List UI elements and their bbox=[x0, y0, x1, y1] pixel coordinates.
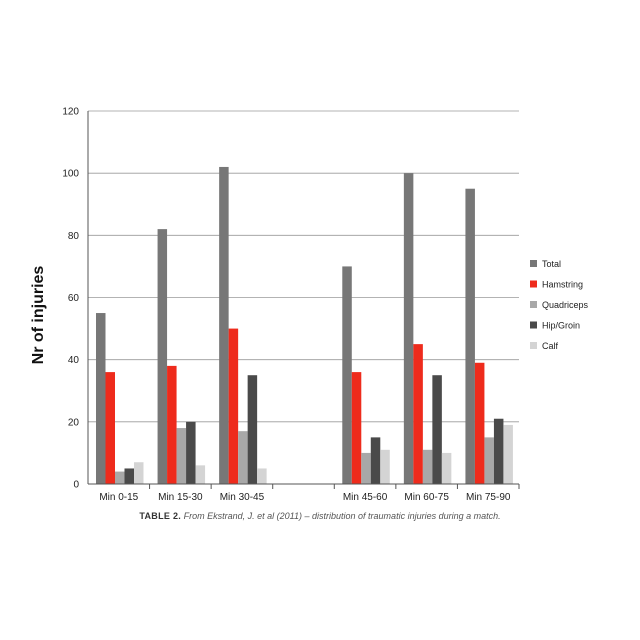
bar-calf bbox=[380, 449, 390, 484]
bar-calf bbox=[257, 468, 267, 484]
y-tick-label: 40 bbox=[68, 355, 80, 366]
bar-quadriceps bbox=[238, 431, 248, 484]
bar-total bbox=[219, 166, 229, 484]
bar-hamstring bbox=[167, 365, 177, 484]
bar-quadriceps bbox=[176, 428, 187, 484]
y-tick-label: 120 bbox=[62, 107, 79, 118]
bar-calf bbox=[195, 465, 206, 484]
bar-hip-groin bbox=[432, 375, 442, 484]
bar-calf bbox=[503, 424, 513, 484]
x-tick-labels: Min 0-15 Min 15-30 Min 30-45 Min 45-60 Min 6… bbox=[99, 492, 511, 503]
bar-hamstring bbox=[105, 372, 115, 484]
bar-hip-groin bbox=[247, 375, 258, 484]
bar-quadriceps bbox=[115, 471, 125, 484]
legend: Total Hamstring Quadriceps Hip/Groin Calf bbox=[530, 259, 589, 351]
legend-swatch bbox=[530, 342, 537, 349]
chart-caption: TABLE 2. From Ekstrand, J. et al (2011) … bbox=[0, 511, 640, 521]
bar-total bbox=[342, 266, 352, 484]
bar-hip-groin bbox=[493, 418, 504, 484]
legend-label: Calf bbox=[542, 341, 559, 351]
x-tick-label: Min 75-90 bbox=[466, 492, 511, 503]
bar-quadriceps bbox=[422, 449, 433, 484]
legend-label: Total bbox=[542, 259, 561, 269]
bars bbox=[96, 166, 513, 485]
legend-label: Quadriceps bbox=[542, 300, 589, 310]
x-tick-label: Min 0-15 bbox=[99, 492, 138, 503]
y-tick-label: 20 bbox=[68, 417, 80, 428]
x-tick-label: Min 30-45 bbox=[220, 492, 265, 503]
legend-label: Hamstring bbox=[542, 280, 583, 290]
x-tick-label: Min 45-60 bbox=[343, 492, 388, 503]
bar-hamstring bbox=[413, 344, 423, 485]
bar-hamstring bbox=[474, 362, 485, 484]
bar-total bbox=[157, 229, 168, 484]
bar-calf bbox=[441, 452, 452, 484]
legend-swatch bbox=[530, 280, 537, 288]
legend-swatch bbox=[530, 260, 537, 267]
y-tick-labels: 0 20 40 60 80 100 120 bbox=[62, 107, 79, 491]
bar-hip-groin bbox=[186, 421, 196, 484]
grid-lines bbox=[88, 110, 519, 423]
legend-swatch bbox=[530, 301, 537, 308]
legend-label: Hip/Groin bbox=[542, 321, 580, 331]
bar-quadriceps bbox=[361, 452, 371, 484]
bar-calf bbox=[134, 462, 144, 484]
bar-hip-groin bbox=[370, 437, 381, 485]
axes bbox=[87, 111, 520, 489]
bar-hamstring bbox=[351, 372, 362, 484]
bar-hip-groin bbox=[124, 468, 134, 484]
y-tick-label: 60 bbox=[68, 293, 80, 304]
x-tick-label: Min 15-30 bbox=[158, 492, 203, 503]
bar-total bbox=[403, 173, 414, 485]
caption-label: TABLE 2. bbox=[139, 511, 182, 521]
y-tick-label: 100 bbox=[62, 169, 79, 180]
x-tick-label: Min 60-75 bbox=[404, 492, 449, 503]
caption-text: From Ekstrand, J. et al (2011) – distrib… bbox=[183, 511, 501, 521]
bar-hamstring bbox=[228, 328, 239, 484]
bar-total bbox=[465, 188, 475, 484]
y-axis-label: Nr of injuries bbox=[30, 266, 47, 365]
y-tick-label: 80 bbox=[68, 231, 80, 242]
bar-total bbox=[96, 313, 106, 484]
y-tick-label: 0 bbox=[73, 480, 79, 491]
legend-swatch bbox=[530, 321, 537, 329]
bar-quadriceps bbox=[484, 437, 494, 485]
